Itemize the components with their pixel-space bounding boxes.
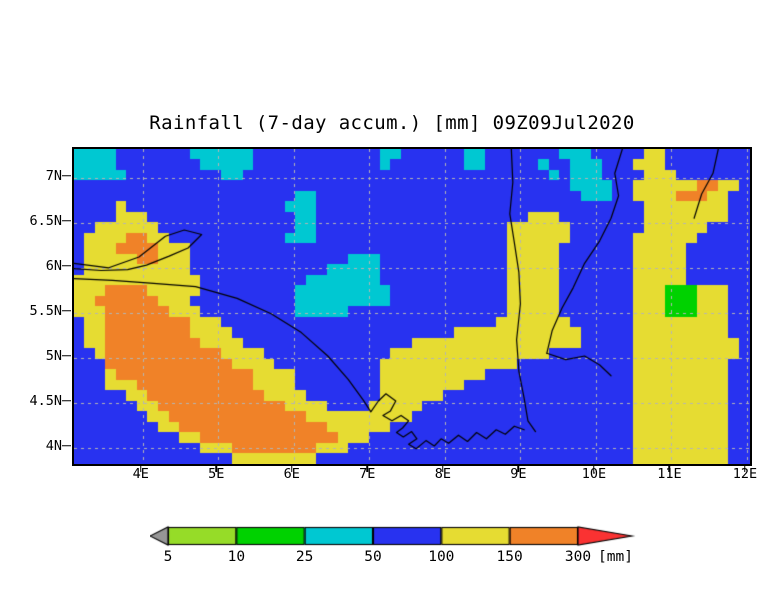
x-tick-mark-2 — [291, 464, 293, 472]
x-tick-label-6: 10E — [581, 466, 607, 482]
x-tick-label-5: 9E — [510, 466, 527, 482]
y-tick-label-6: 4N — [45, 437, 62, 454]
x-tick-mark-5 — [517, 464, 520, 472]
x-tick-label-8: 12E — [732, 466, 758, 482]
colorbar[interactable]: 5 10 25 50 100 150 300 [mm] — [0, 524, 784, 584]
coastline-and-grid-layer — [74, 149, 750, 464]
colorbar-unit-label: [mm] — [598, 549, 633, 565]
y-tick-label-0: 7N — [45, 167, 62, 184]
x-tick-mark-3 — [366, 464, 369, 472]
y-tick-mark-6 — [62, 445, 71, 447]
colorbar-tick-50: 50 — [364, 549, 382, 565]
x-tick-mark-6 — [593, 464, 595, 472]
colorbar-tick-100: 100 — [428, 549, 455, 565]
x-tick-label-3: 7E — [359, 466, 376, 482]
x-tick-label-7: 11E — [657, 466, 682, 482]
y-tick-label-4: 5N — [45, 347, 62, 364]
y-tick-label-2: 6N — [45, 257, 62, 274]
y-tick-mark-4 — [62, 355, 71, 357]
x-tick-mark-1 — [215, 464, 217, 472]
y-tick-mark-1 — [62, 220, 71, 222]
x-tick-mark-7 — [668, 464, 671, 472]
colorbar-swatches — [150, 524, 650, 548]
y-tick-mark-2 — [62, 265, 71, 267]
y-tick-label-5: 4.5N — [29, 392, 62, 409]
x-tick-label-1: 5E — [208, 466, 225, 482]
colorbar-tick-25: 25 — [295, 549, 314, 565]
y-tick-label-3: 5.5N — [29, 302, 62, 319]
colorbar-tick-300: 300 — [564, 549, 592, 565]
y-tick-mark-3 — [62, 310, 71, 312]
colorbar-tick-150: 150 — [496, 549, 523, 565]
x-tick-label-0: 4E — [132, 466, 149, 482]
y-tick-label-1: 6.5N — [29, 212, 62, 229]
colorbar-tick-5: 5 — [163, 549, 173, 565]
x-tick-label-2: 6E — [283, 466, 300, 482]
colorbar-tick-10: 10 — [227, 549, 246, 565]
x-tick-mark-0 — [139, 464, 142, 472]
page-title: Rainfall (7-day accum.) [mm] 09Z09Jul202… — [149, 112, 635, 134]
map-plot-area[interactable] — [72, 147, 752, 466]
x-tick-mark-8 — [744, 464, 746, 472]
x-tick-label-4: 8E — [434, 466, 451, 482]
y-tick-mark-5 — [62, 400, 71, 402]
y-tick-mark-0 — [62, 175, 71, 177]
x-tick-mark-4 — [442, 464, 444, 472]
